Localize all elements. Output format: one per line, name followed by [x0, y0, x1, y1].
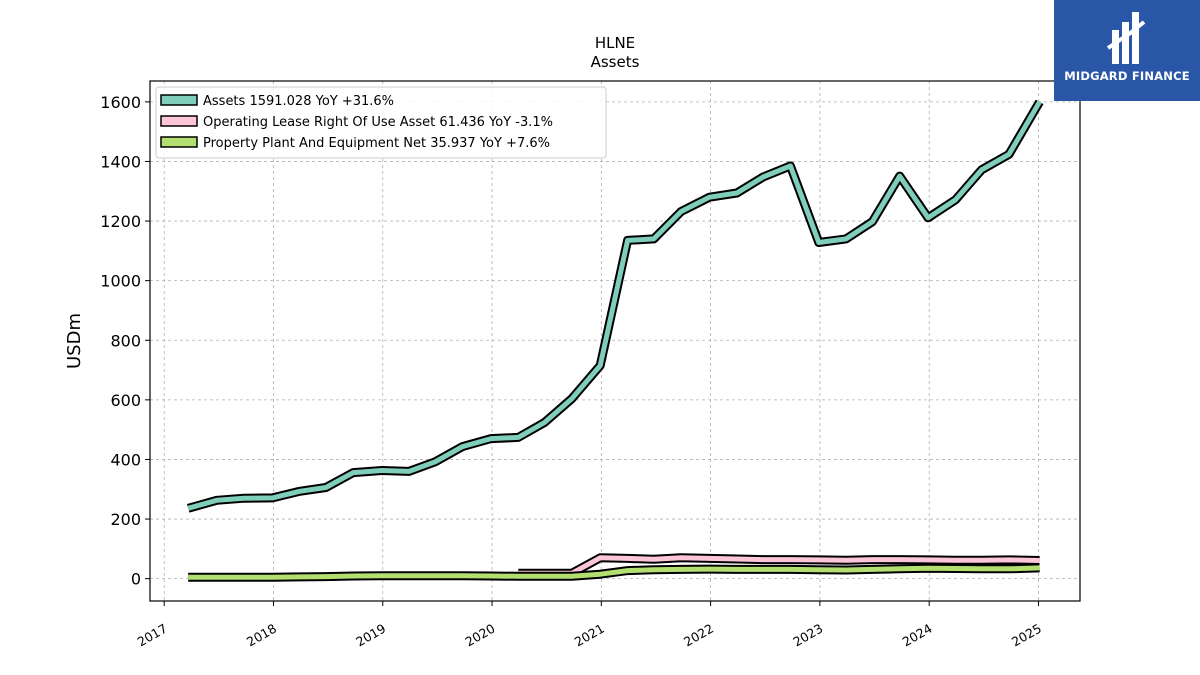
legend-swatch-0 — [160, 94, 198, 106]
x-tick-label: 2024 — [900, 621, 935, 650]
grid-lines — [150, 81, 1080, 601]
series-line-2 — [188, 565, 1040, 580]
plot-frame — [149, 80, 1081, 602]
series-layer — [186, 99, 1044, 582]
x-tick-label: 2022 — [681, 621, 716, 650]
y-tick-label: 0 — [131, 570, 141, 589]
logo-text: MIDGARD FINANCE — [1064, 69, 1190, 83]
x-tick-label: 2025 — [1009, 621, 1044, 650]
y-tick-label: 200 — [110, 510, 141, 529]
legend: Assets 1591.028 YoY +31.6% Operating Leas… — [155, 86, 607, 159]
x-tick-label: 2018 — [244, 621, 279, 650]
legend-swatch-1 — [160, 115, 198, 127]
y-axis-label: USDm — [64, 313, 85, 369]
x-tick-label: 2023 — [790, 621, 825, 650]
y-tick-label: 400 — [110, 450, 141, 469]
x-tick-label: 2017 — [135, 621, 170, 650]
chart-title: HLNE — [595, 34, 635, 52]
x-tick-label: 2020 — [463, 621, 498, 650]
legend-label-0: Assets 1591.028 YoY +31.6% — [203, 94, 394, 109]
y-tick-label: 1400 — [100, 152, 141, 171]
chart-subtitle: Assets — [591, 53, 640, 71]
series-line-0 — [187, 100, 1042, 511]
legend-swatch-2 — [160, 136, 198, 148]
legend-label-1: Operating Lease Right Of Use Asset 61.43… — [203, 115, 553, 130]
y-tick-label: 800 — [110, 331, 141, 350]
y-tick-label: 600 — [110, 391, 141, 410]
brand-logo: MIDGARD FINANCE — [1054, 0, 1200, 101]
x-tick-label: 2021 — [572, 621, 607, 650]
legend-label-2: Property Plant And Equipment Net 35.937 … — [203, 136, 550, 151]
series-line-1 — [518, 555, 1040, 576]
y-tick-label: 1200 — [100, 212, 141, 231]
y-tick-label: 1600 — [100, 93, 141, 112]
x-tick-label: 2019 — [353, 621, 388, 650]
midgard-logo-icon — [1106, 12, 1146, 64]
y-tick-label: 1000 — [100, 272, 141, 291]
legend-box — [155, 86, 607, 159]
